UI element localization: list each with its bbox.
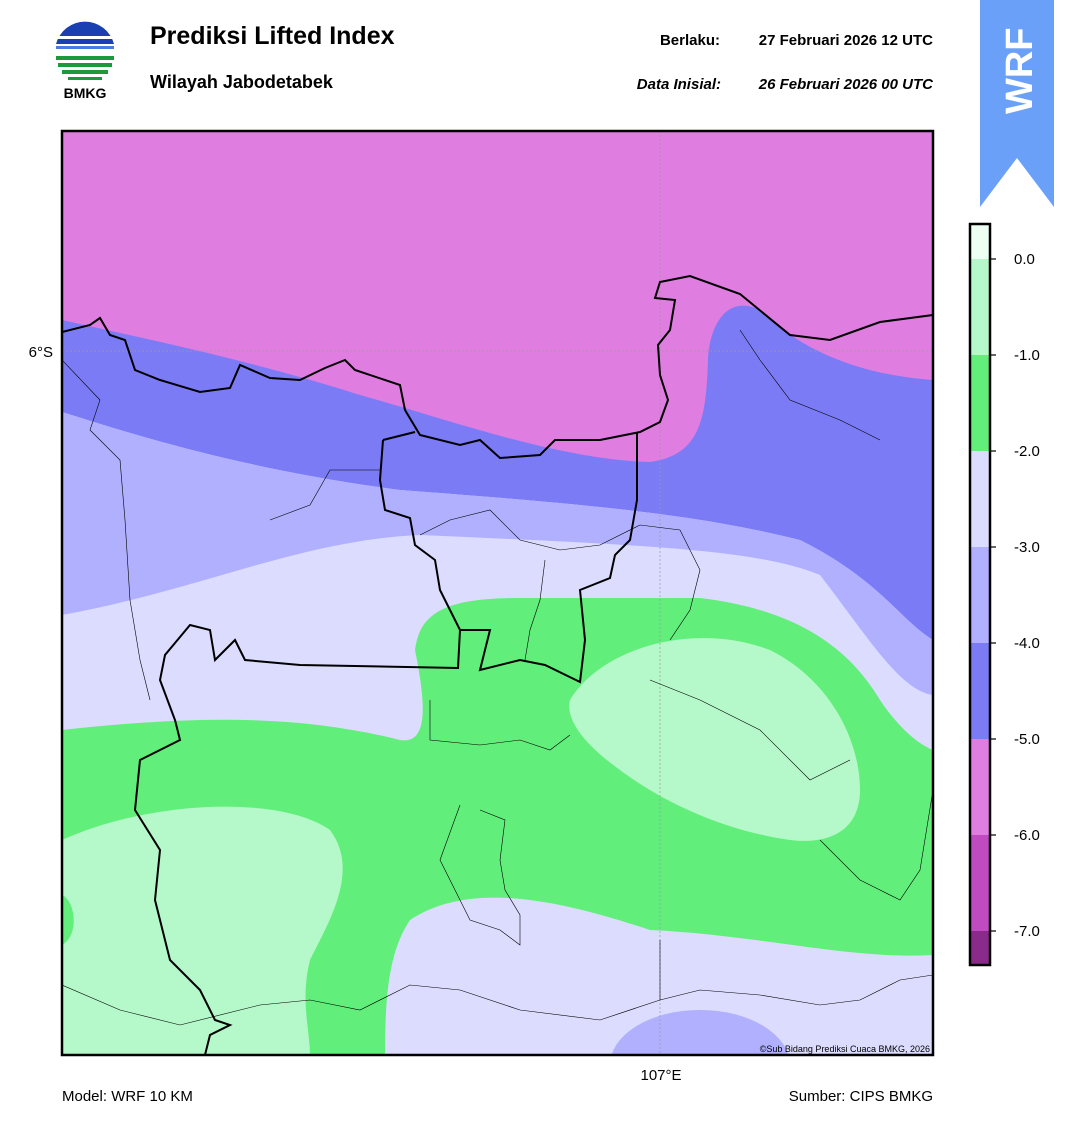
colorbar-segment <box>970 643 990 739</box>
colorbar-tick-label: 0.0 <box>1014 251 1035 268</box>
colorbar-segment <box>970 739 990 835</box>
colorbar-segment <box>970 547 990 643</box>
colorbar-segment <box>970 835 990 931</box>
valid-label: Berlaku: <box>660 32 720 49</box>
colorbar-segment <box>970 259 990 355</box>
colorbar-tick-label: -5.0 <box>1014 731 1040 748</box>
logo: BMKG <box>56 21 114 101</box>
colorbar-segment <box>970 224 990 259</box>
wrf-badge-text: WRF <box>999 27 1041 114</box>
credit: ©Sub Bidang Prediksi Cuaca BMKG, 2026 <box>760 1044 930 1054</box>
colorbar: 0.0 -1.0 -2.0 -3.0 -4.0 -5.0 -6.0 -7.0 <box>968 222 1040 967</box>
valid-time: 27 Februari 2026 12 UTC <box>759 32 933 49</box>
subtitle: Wilayah Jabodetabek <box>150 72 334 92</box>
map-frame <box>60 129 935 1057</box>
colorbar-tick-label: -1.0 <box>1014 347 1040 364</box>
colorbar-tick-label: -7.0 <box>1014 923 1040 940</box>
colorbar-tick-label: -2.0 <box>1014 443 1040 460</box>
colorbar-tick-label: -4.0 <box>1014 635 1040 652</box>
map-field <box>62 131 933 1055</box>
colorbar-frame <box>968 222 992 967</box>
title: Prediksi Lifted Index <box>150 22 395 50</box>
colorbar-tick-label: -3.0 <box>1014 539 1040 556</box>
logo-text: BMKG <box>64 85 107 101</box>
lat-label: 6°S <box>29 344 53 361</box>
colorbar-segment <box>970 931 990 965</box>
init-label: Data Inisial: <box>637 76 721 93</box>
footer-source: Sumber: CIPS BMKG <box>789 1088 933 1105</box>
wrf-badge <box>980 0 1054 207</box>
footer-model: Model: WRF 10 KM <box>62 1088 193 1105</box>
colorbar-segment <box>970 451 990 547</box>
colorbar-segment <box>970 355 990 451</box>
lon-label: 107°E <box>640 1067 681 1084</box>
colorbar-tick-label: -6.0 <box>1014 827 1040 844</box>
init-time: 26 Februari 2026 00 UTC <box>758 76 934 93</box>
